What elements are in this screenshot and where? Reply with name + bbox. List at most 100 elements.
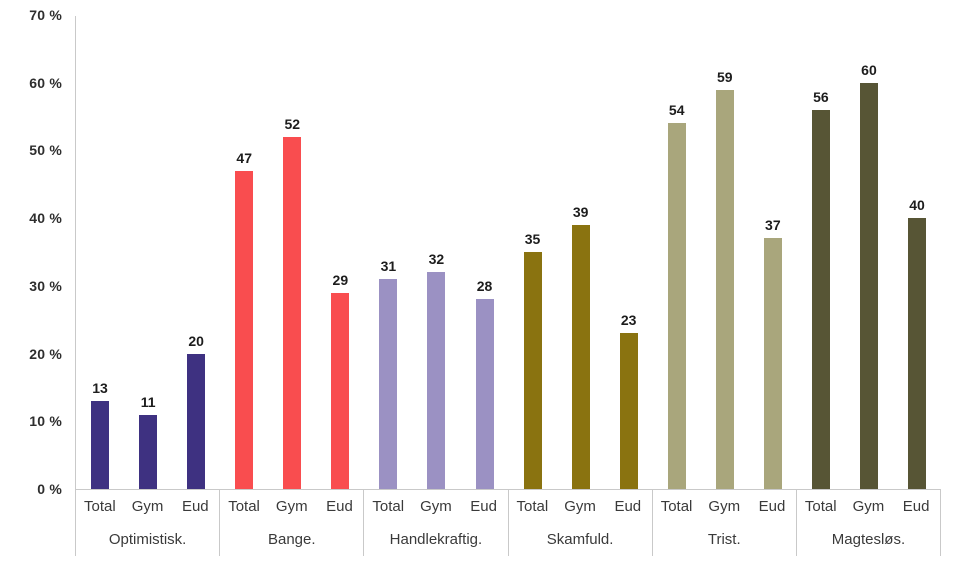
category-label: Total <box>660 497 693 515</box>
group-label: Skamfuld. <box>546 531 614 548</box>
category-label: Gym <box>852 497 885 515</box>
category-label: Eud <box>470 497 497 515</box>
category-label: Eud <box>181 497 209 515</box>
bar-value-label: 37 <box>765 217 781 234</box>
x-group-cell: Total Gym Eud Optimistisk. <box>76 489 221 556</box>
bar-cell: 13 <box>76 15 124 489</box>
bar <box>139 414 158 489</box>
bar-cell: 37 <box>749 15 797 489</box>
x-sub-row: Total Gym Eud <box>797 489 940 523</box>
bar-group-6: 56 60 40 <box>797 15 941 489</box>
y-tick-label: 10 % <box>29 413 62 430</box>
x-group-row: Handlekraftig. <box>364 523 507 556</box>
bar-value-label: 29 <box>332 271 349 288</box>
bar <box>187 353 206 489</box>
category-label: Gym <box>275 497 308 515</box>
bar-group-3: 31 32 28 <box>364 15 508 489</box>
bar-cell: 28 <box>460 15 508 489</box>
category-label: Total <box>84 497 116 515</box>
bar <box>763 238 782 489</box>
bar <box>908 218 927 489</box>
bar-value-label: 35 <box>524 231 541 247</box>
bar-cell: 31 <box>364 15 412 489</box>
bar-value-label: 20 <box>188 332 204 349</box>
bar-value-label: 59 <box>716 68 733 85</box>
bar-value-label: 31 <box>380 258 397 275</box>
category-label: Eud <box>902 497 930 515</box>
category-label: Gym <box>131 497 164 515</box>
bar-group-4: 35 39 23 <box>509 15 653 489</box>
bar-group-1: 13 11 20 <box>76 15 220 489</box>
y-axis: 0 % 10 % 20 % 30 % 40 % 50 % 60 % 70 % <box>0 0 62 576</box>
bar-cell: 52 <box>268 15 316 489</box>
category-label: Eud <box>758 497 786 515</box>
bar <box>331 292 350 489</box>
category-label: Eud <box>614 497 642 515</box>
category-label: Total <box>516 497 549 515</box>
bar-value-label: 11 <box>140 393 156 410</box>
bar <box>235 170 254 489</box>
bar-cell: 47 <box>220 15 268 489</box>
bar-value-label: 60 <box>861 61 877 78</box>
group-label: Magtesløs. <box>831 531 906 548</box>
x-sub-row: Total Gym Eud <box>509 489 652 523</box>
bar-cell: 39 <box>557 15 605 489</box>
y-tick-label: 50 % <box>29 142 62 159</box>
bar <box>427 272 446 489</box>
x-group-cell: Total Gym Eud Handlekraftig. <box>364 489 509 556</box>
group-label: Handlekraftig. <box>389 531 483 548</box>
x-group-row: Bange. <box>220 523 363 556</box>
group-label: Trist. <box>707 531 741 548</box>
category-label: Gym <box>420 497 452 515</box>
bar <box>283 136 302 489</box>
bar-cell: 35 <box>509 15 557 489</box>
category-label: Gym <box>564 497 596 515</box>
x-group-cell: Total Gym Eud Skamfuld. <box>509 489 653 556</box>
bar-cell: 54 <box>653 15 701 489</box>
bar-value-label: 52 <box>284 115 301 132</box>
bar-cell: 59 <box>701 15 749 489</box>
bar-group-5: 54 59 37 <box>653 15 797 489</box>
x-sub-row: Total Gym Eud <box>364 489 507 523</box>
bar <box>811 109 830 489</box>
x-sub-row: Total Gym Eud <box>76 489 219 523</box>
plot-area: 13 11 20 47 52 29 31 32 28 35 39 23 54 59 37 56 60 40 <box>76 15 941 489</box>
bar <box>571 224 590 489</box>
y-axis-line <box>75 16 76 556</box>
bar-value-label: 56 <box>813 88 829 105</box>
bar-cell: 40 <box>893 15 941 489</box>
x-sub-row: Total Gym Eud <box>220 489 363 523</box>
x-group-row: Optimistisk. <box>76 523 219 556</box>
bar-value-label: 54 <box>668 102 685 119</box>
bar-cell: 56 <box>797 15 845 489</box>
x-axis: Total Gym Eud Optimistisk. Total Gym Eud Bange.… <box>76 489 942 556</box>
y-tick-label: 0 % <box>37 481 62 497</box>
bar-value-label: 13 <box>92 379 108 396</box>
bar-value-label: 39 <box>572 203 589 220</box>
x-group-cell: Total Gym Eud Bange. <box>220 489 365 556</box>
bar <box>379 279 398 489</box>
x-group-row: Trist. <box>653 523 796 556</box>
bar <box>523 252 542 489</box>
y-tick-label: 70 % <box>29 7 62 23</box>
category-label: Total <box>804 497 837 515</box>
x-group-row: Skamfuld. <box>509 523 652 556</box>
x-group-row: Magtesløs. <box>797 523 940 556</box>
bar <box>859 82 878 489</box>
bar-value-label: 47 <box>236 149 252 166</box>
category-label: Total <box>372 497 405 515</box>
bar-group-2: 47 52 29 <box>220 15 364 489</box>
bar <box>91 400 110 489</box>
bar-cell: 23 <box>605 15 653 489</box>
y-tick-label: 30 % <box>29 277 62 294</box>
group-label: Optimistisk. <box>108 531 187 548</box>
category-label: Gym <box>708 497 741 515</box>
x-group-cell: Total Gym Eud Trist. <box>653 489 797 556</box>
category-label: Eud <box>326 497 353 515</box>
y-tick-label: 40 % <box>29 210 62 227</box>
y-tick-label: 60 % <box>29 74 62 91</box>
bar-value-label: 23 <box>620 312 637 329</box>
y-tick-label: 20 % <box>29 345 62 362</box>
bar-cell: 29 <box>316 15 364 489</box>
